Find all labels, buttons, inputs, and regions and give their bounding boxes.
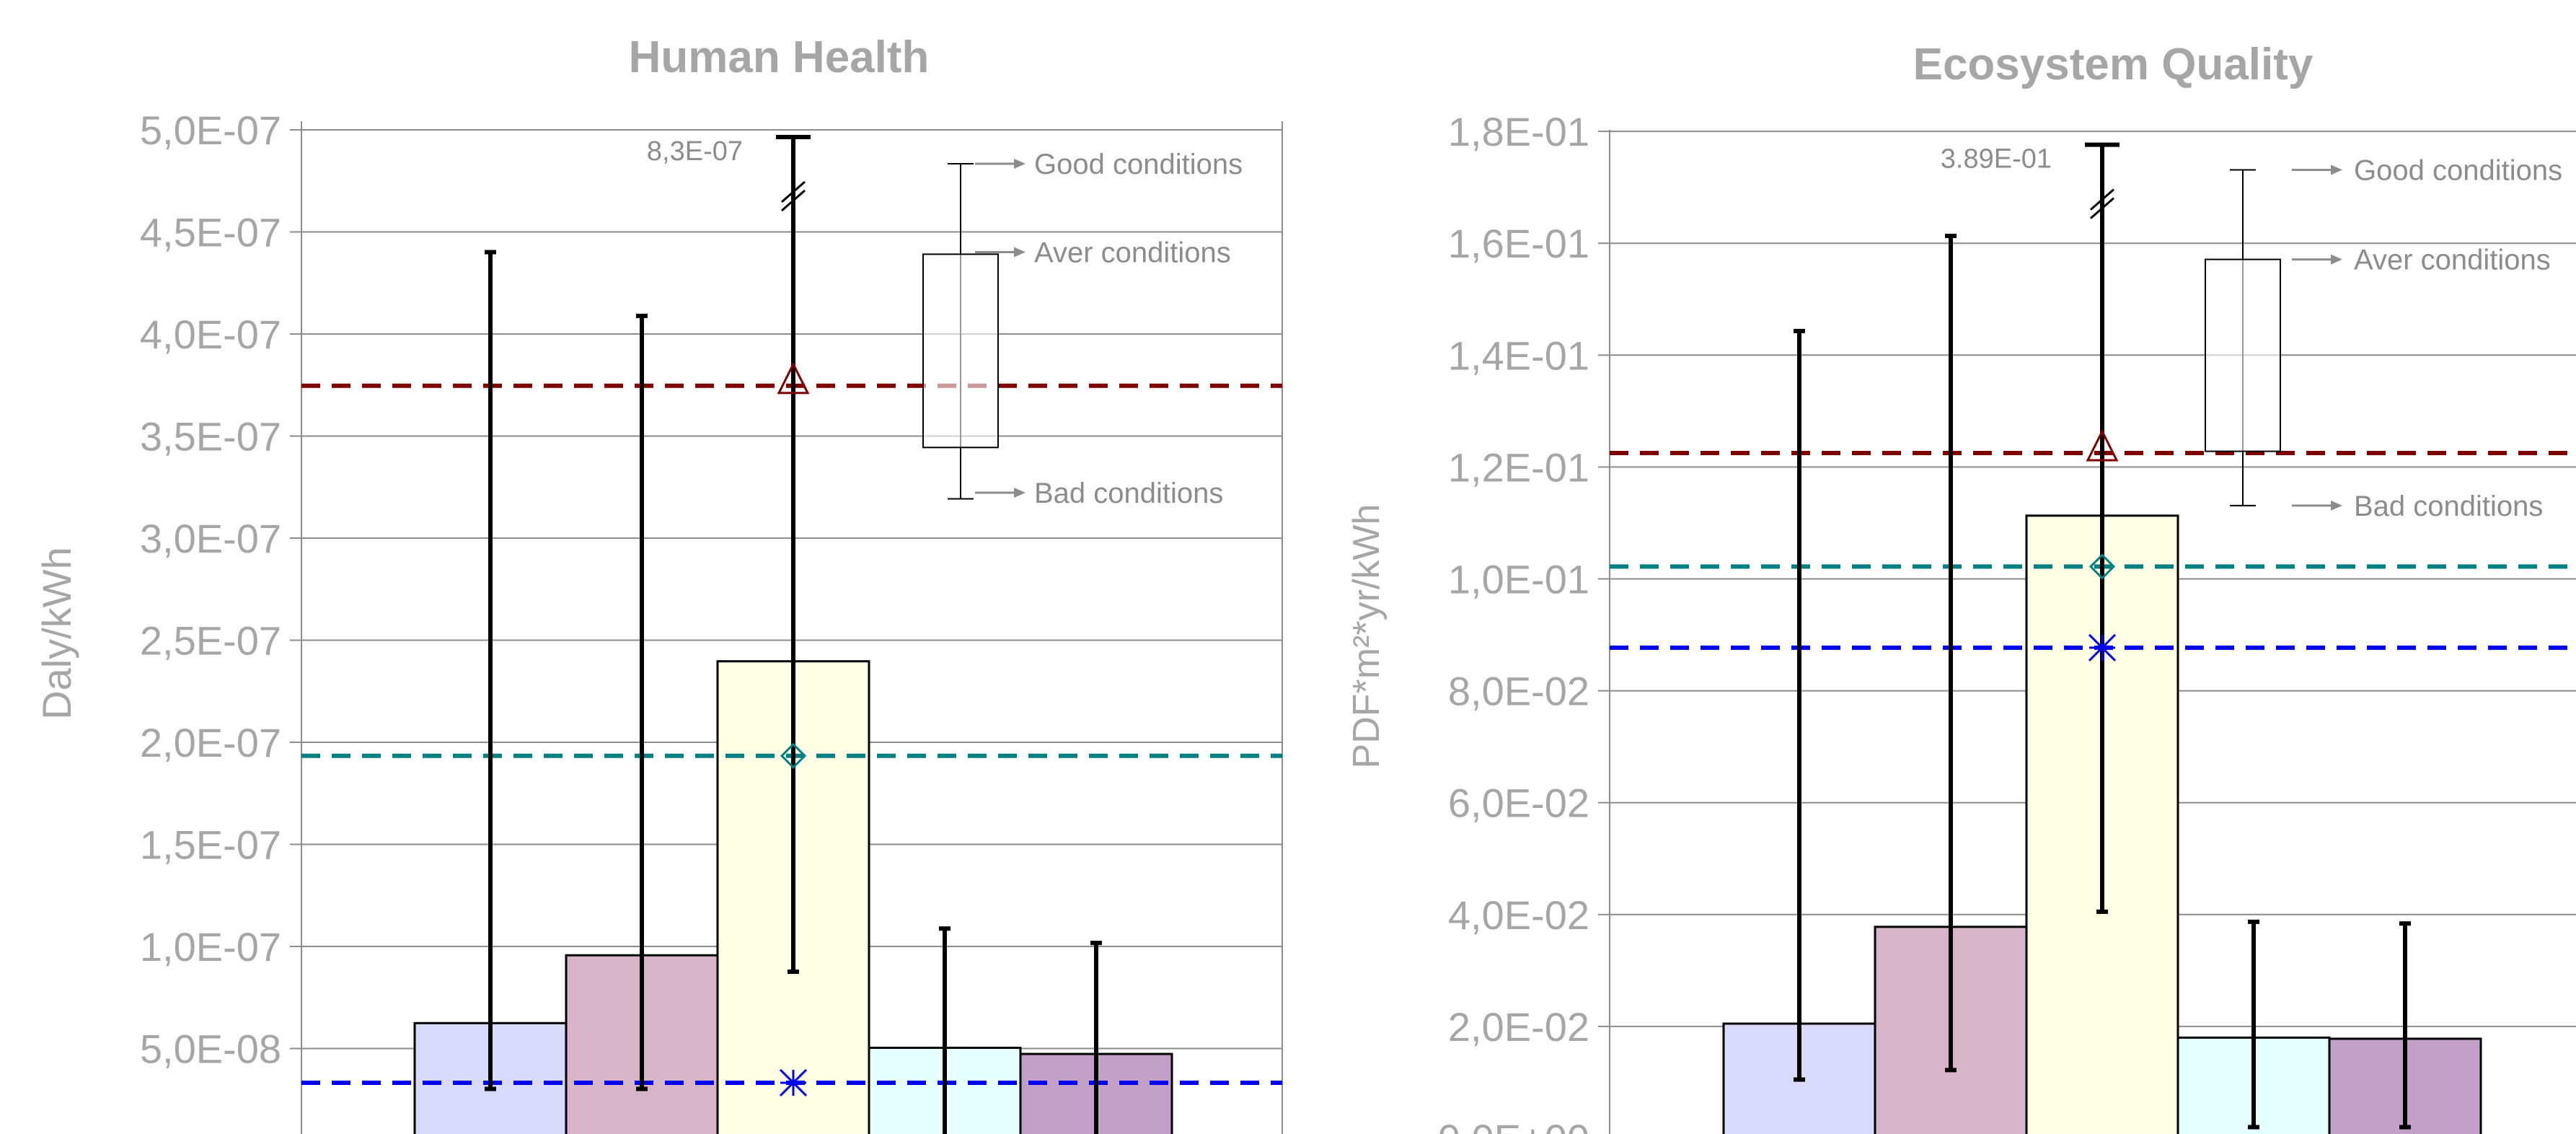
annotation-arrowhead — [1014, 488, 1025, 498]
chart-title: Human Health — [629, 32, 930, 82]
annotation-label: Bad conditions — [1034, 478, 1223, 509]
annotation-arrowhead — [1014, 159, 1025, 169]
break-value-label: 3.89E-01 — [1941, 144, 2052, 175]
y-tick-label: 1,0E-07 — [140, 924, 281, 970]
chart-ecosystem-quality: Ecosystem Quality PDF*m²*yr/kWh 0,0E+00 2… — [1346, 40, 2576, 1134]
y-tick-label: 6,0E-02 — [1448, 781, 1589, 826]
marker-diamond — [2088, 553, 2116, 580]
annotation-label: Good conditions — [1034, 149, 1243, 180]
legend-box — [2205, 258, 2281, 452]
axis-break-mark — [2090, 197, 2114, 219]
y-tick-label: 0,0E+00 — [130, 1128, 281, 1134]
y-tick-label: 2,5E-07 — [140, 618, 281, 664]
annotation-label: Aver conditions — [1034, 237, 1231, 269]
plot-area: 0,0E+00 2,0E-02 4,0E-02 6,0E-02 8,0E-02 1,0E-… — [1438, 109, 2576, 1134]
y-tick-label: 2,0E-07 — [140, 720, 281, 765]
y-tick-label: 8,0E-02 — [1448, 669, 1589, 714]
y-tick-label: 1,4E-01 — [1448, 333, 1589, 378]
annotation-arrowhead — [2331, 500, 2342, 511]
axis-break-mark — [2090, 188, 2114, 211]
y-tick-label: 4,0E-07 — [140, 312, 281, 357]
y-tick-label: 1,5E-07 — [140, 822, 281, 868]
y-tick-label: 3,0E-07 — [140, 516, 281, 561]
plot-area: 0,0E+00 5,0E-08 1,0E-07 1,5E-07 2,0E-07 2,5E-… — [130, 107, 1283, 1134]
axis-break-mark — [781, 180, 806, 203]
y-tick-label: 5,0E-08 — [140, 1027, 281, 1072]
chart-human-health: Human Health Daly/kWh 0,0E+00 5,0E-08 1,0E… — [34, 32, 1283, 1134]
y-axis-label: Daly/kWh — [34, 547, 79, 720]
annotation-arrowhead — [2331, 254, 2342, 265]
y-tick-label: 1,6E-01 — [1448, 221, 1589, 266]
y-tick-label: 5,0E-07 — [140, 107, 281, 153]
marker-diamond — [780, 742, 807, 769]
marker-asterisk — [2088, 633, 2117, 662]
axis-break-mark — [781, 189, 806, 212]
y-tick-label: 1,2E-01 — [1448, 444, 1589, 490]
y-tick-label: 2,0E-02 — [1448, 1004, 1589, 1050]
y-tick-label: 1,0E-01 — [1448, 557, 1589, 602]
y-tick-label: 0,0E+00 — [1438, 1116, 1589, 1134]
marker-triangle — [777, 361, 810, 395]
y-axis-label: PDF*m²*yr/kWh — [1346, 504, 1388, 769]
break-value-label: 8,3E-07 — [647, 136, 743, 167]
annotation-arrowhead — [2331, 164, 2342, 175]
marker-asterisk — [779, 1068, 808, 1097]
annotation-label: Bad conditions — [2354, 491, 2543, 522]
y-tick-label: 1,8E-01 — [1448, 109, 1589, 154]
legend-box — [922, 253, 999, 449]
y-tick-label: 3,5E-07 — [140, 414, 281, 460]
annotation-label: Aver conditions — [2354, 245, 2551, 276]
y-tick-label: 4,5E-07 — [140, 210, 281, 255]
marker-triangle — [2086, 428, 2119, 462]
annotation-arrowhead — [1014, 247, 1025, 258]
annotation-label: Good conditions — [2354, 155, 2562, 187]
y-tick-label: 4,0E-02 — [1448, 892, 1589, 938]
chart-title: Ecosystem Quality — [1913, 40, 2313, 89]
